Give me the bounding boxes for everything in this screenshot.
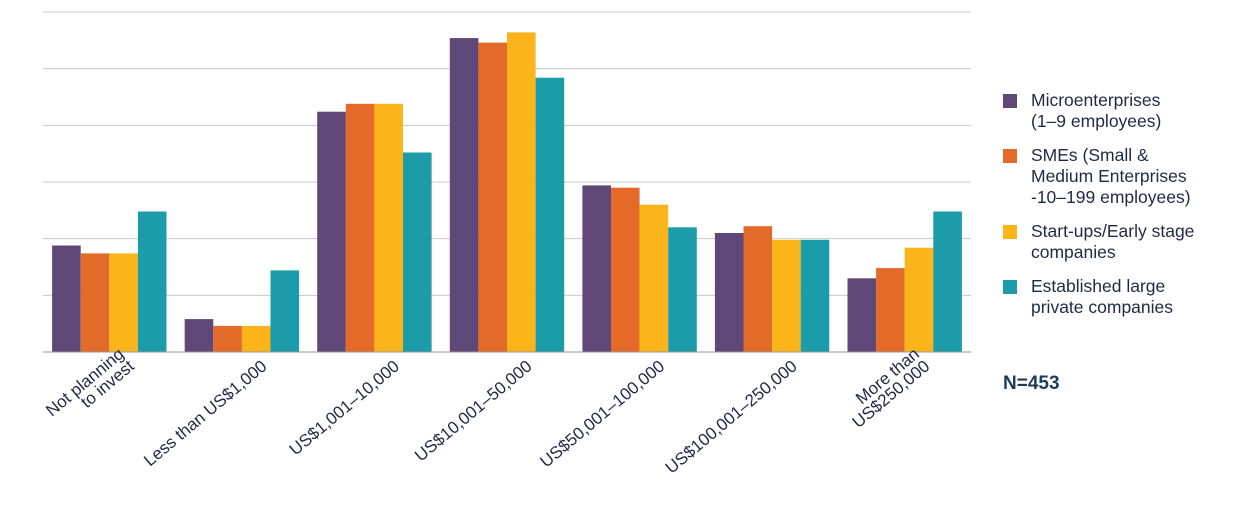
bar — [772, 239, 801, 352]
bar — [449, 38, 479, 352]
bar — [714, 233, 744, 352]
bar — [80, 253, 110, 352]
bar — [876, 268, 905, 352]
x-tick-label: More thanUS$250,000 — [838, 344, 933, 432]
x-tick-label: US$10,001–50,000 — [411, 357, 535, 466]
bar — [904, 247, 934, 352]
bar — [317, 111, 346, 352]
bar — [611, 187, 640, 352]
bar — [213, 325, 242, 352]
legend-swatch — [1003, 94, 1017, 108]
legend-label: SMEs (Small & Medium Enterprises -10–199… — [1031, 145, 1191, 207]
legend-swatch — [1003, 225, 1017, 239]
bar — [241, 325, 271, 352]
bar — [507, 32, 536, 353]
bars — [52, 32, 962, 353]
legend-item: Microenterprises (1–9 employees) — [1003, 90, 1239, 132]
x-tick-labels: Not planningto invest Less than US$1,000 U… — [42, 344, 933, 477]
bar — [478, 42, 507, 352]
bar-chart: Not planningto invest Less than US$1,000 U… — [42, 11, 971, 477]
bar — [800, 239, 830, 352]
legend-label: Start-ups/Early stage companies — [1031, 221, 1195, 262]
legend-label: Established large private companies — [1031, 276, 1174, 317]
bar — [52, 245, 81, 352]
bar — [374, 103, 403, 352]
bar — [582, 185, 611, 352]
bar — [847, 278, 877, 352]
x-tick-label: US$1,001–10,000 — [286, 357, 403, 460]
x-tick-label: Less than US$1,000 — [140, 357, 270, 471]
bar — [137, 211, 167, 352]
legend-item: SMEs (Small & Medium Enterprises -10–199… — [1003, 145, 1239, 208]
x-tick-label: US$100,001–250,000 — [662, 357, 801, 478]
bar — [403, 152, 432, 352]
legend-item: Start-ups/Early stage companies — [1003, 221, 1239, 263]
x-tick-label: US$50,001–100,000 — [536, 357, 668, 472]
legend-label: Microenterprises (1–9 employees) — [1031, 90, 1162, 131]
bar — [639, 204, 669, 352]
bar — [535, 77, 565, 352]
legend-swatch — [1003, 149, 1017, 163]
bar — [270, 270, 300, 352]
legend-item: Established large private companies — [1003, 276, 1239, 318]
bar — [933, 211, 962, 352]
x-tick-label: Not planningto invest — [42, 344, 138, 432]
bar — [743, 226, 773, 352]
sample-size-note: N=453 — [1003, 373, 1060, 394]
legend: Microenterprises (1–9 employees) SMEs (Sm… — [1003, 90, 1239, 331]
bar — [668, 227, 697, 352]
bar — [109, 253, 138, 352]
bar — [184, 319, 214, 352]
bar — [345, 103, 375, 352]
legend-swatch — [1003, 280, 1017, 294]
